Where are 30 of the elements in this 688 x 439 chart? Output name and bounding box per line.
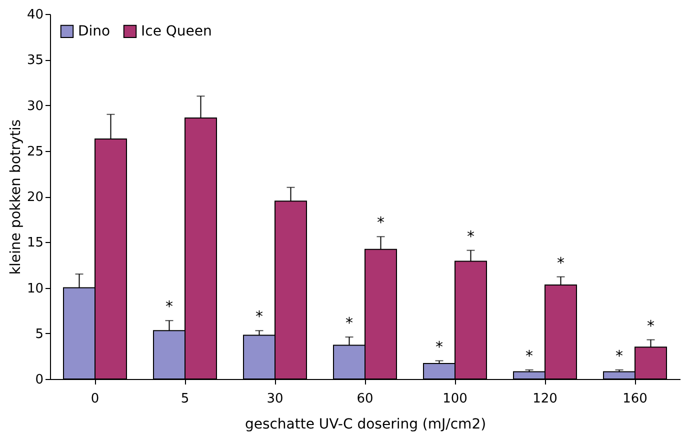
x-tick-label: 160 (622, 392, 648, 406)
y-tick-label: 25 (26, 144, 44, 160)
x-tick-label: 120 (532, 392, 558, 406)
y-tick-label: 15 (26, 236, 44, 251)
x-tick-label: 5 (180, 392, 190, 406)
y-axis-title: kleine pokken botrytis (8, 119, 24, 275)
y-tick-label: 40 (26, 8, 44, 22)
y-tick-label: 10 (26, 281, 44, 296)
annotation: * (647, 316, 655, 335)
y-tick-label: 0 (35, 372, 44, 388)
legend-label: Ice Queen (141, 23, 212, 40)
x-tick-label: 60 (356, 392, 374, 406)
y-tick-label: 5 (35, 326, 44, 342)
legend-label: Dino (78, 23, 110, 40)
annotation: * (377, 214, 385, 232)
annotation: * (166, 298, 174, 316)
annotation: * (467, 227, 475, 246)
annotation: * (526, 346, 534, 365)
annotation: * (346, 314, 354, 332)
x-tick-label: 0 (90, 392, 100, 406)
y-tick-label: 30 (26, 98, 44, 114)
y-tick-label: 35 (26, 53, 44, 68)
x-tick-label: 100 (442, 392, 468, 406)
x-tick-label: 30 (266, 392, 284, 406)
annotation: * (616, 346, 624, 365)
y-tick-label: 20 (26, 190, 44, 205)
annotation: * (436, 338, 444, 356)
annotation: * (256, 308, 264, 326)
x-axis-title: geschatte UV-C dosering (mJ/cm2) (244, 416, 486, 432)
annotation: * (557, 254, 565, 272)
